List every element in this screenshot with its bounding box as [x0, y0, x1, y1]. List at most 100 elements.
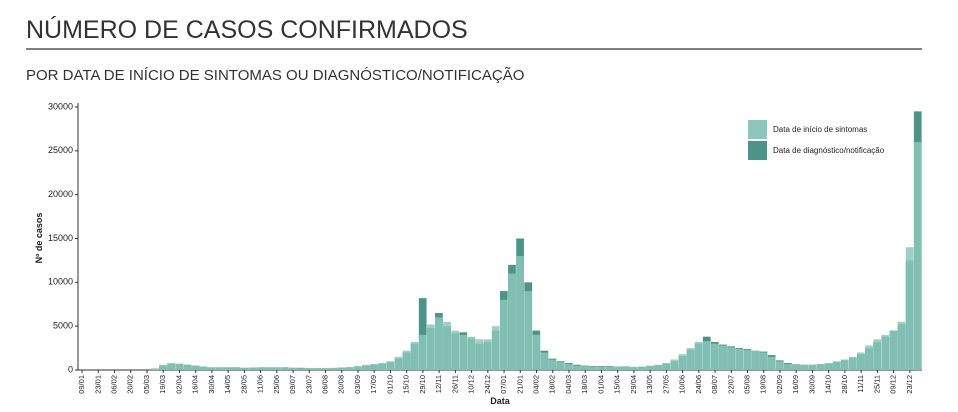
chart-title: NÚMERO DE CASOS CONFIRMADOS: [26, 15, 468, 44]
x-tick-label: 23/01: [93, 375, 102, 394]
bar: [459, 334, 468, 370]
bar: [167, 362, 175, 370]
bar: [443, 321, 451, 370]
bar: [905, 247, 914, 370]
x-tick-label: 16/04: [191, 375, 200, 394]
bar: [816, 363, 825, 370]
x-tick-label: 24/06: [694, 375, 703, 394]
x-tick-label: 22/07: [726, 375, 735, 394]
x-axis-title: Data: [490, 396, 511, 406]
x-tick-label: 04/02: [532, 375, 541, 394]
bar: [597, 366, 606, 370]
bar: [410, 341, 419, 370]
x-tick-label: 18/03: [580, 375, 589, 394]
bar: [735, 348, 744, 370]
bar: [646, 365, 654, 370]
bar: [564, 363, 573, 370]
bar: [548, 359, 557, 370]
bar: [183, 364, 192, 370]
x-tick-label: 01/10: [385, 375, 394, 394]
bar: [897, 321, 906, 370]
bar: [759, 352, 768, 370]
bar: [426, 324, 435, 370]
bar: [451, 330, 460, 370]
bar: [848, 356, 857, 370]
x-tick-label: 09/01: [77, 375, 86, 394]
bar: [280, 367, 289, 370]
bar: [224, 367, 232, 370]
y-tick-label: 30000: [48, 101, 73, 111]
bar: [824, 362, 833, 370]
bar: [881, 334, 890, 370]
x-tick-label: 17/09: [369, 375, 378, 394]
y-tick-label: 10000: [48, 277, 73, 287]
x-tick-label: 28/10: [840, 375, 849, 394]
x-tick-label: 20/02: [126, 375, 135, 394]
bar: [532, 334, 541, 370]
x-tick-label: 02/04: [174, 375, 183, 394]
x-tick-label: 18/02: [548, 375, 557, 394]
y-tick-label: 25000: [48, 145, 73, 155]
x-tick-label: 23/07: [304, 375, 313, 394]
legend-label: Data de início de sintomas: [773, 125, 867, 134]
bar: [151, 368, 159, 370]
x-tick-label: 15/04: [613, 375, 622, 394]
x-tick-label: 20/08: [337, 375, 346, 394]
bar: [775, 361, 784, 370]
bar: [654, 364, 662, 370]
x-tick-label: 10/12: [467, 375, 476, 394]
x-tick-label: 28/05: [239, 375, 248, 394]
bar: [629, 366, 638, 370]
x-tick-label: 29/10: [418, 375, 427, 394]
bar: [329, 367, 338, 370]
bar: [321, 368, 330, 370]
bar: [743, 349, 752, 370]
x-tick-label: 09/07: [288, 375, 297, 394]
x-tick-label: 15/10: [402, 375, 411, 394]
x-tick-label: 26/11: [450, 375, 459, 393]
bar: [435, 317, 443, 370]
x-tick-label: 30/04: [207, 375, 216, 394]
bar: [581, 366, 589, 370]
bar: [556, 362, 565, 370]
x-tick-label: 25/11: [872, 375, 881, 393]
x-tick-label: 02/09: [775, 375, 784, 394]
bar: [418, 298, 427, 370]
x-tick-label: 25/06: [272, 375, 281, 394]
bar: [394, 356, 403, 370]
y-tick-label: 0: [68, 364, 73, 374]
x-tick-label: 10/06: [678, 375, 687, 394]
bar: [386, 361, 395, 370]
bar: [694, 341, 703, 370]
x-tick-label: 09/12: [889, 375, 898, 394]
legend-label: Data de diagnóstico/notificação: [773, 146, 885, 155]
bar: [800, 364, 808, 370]
bar: [605, 366, 614, 370]
x-tick-label: 12/11: [434, 375, 443, 393]
bar: [467, 336, 476, 370]
bar: [264, 367, 273, 370]
bar: [353, 366, 362, 370]
x-tick-label: 21/01: [515, 375, 524, 394]
bar: [289, 367, 297, 370]
bar: [524, 291, 533, 370]
bar: [792, 364, 800, 370]
bar: [491, 326, 500, 370]
y-tick-label: 15000: [48, 233, 73, 243]
bar: [873, 339, 882, 370]
bar: [637, 366, 646, 370]
x-tick-label: 11/06: [256, 375, 265, 393]
x-tick-label: 11/11: [856, 375, 865, 393]
bar: [573, 365, 581, 370]
bar: [702, 341, 711, 370]
x-tick-label: 03/09: [353, 375, 362, 394]
x-tick-label: 07/01: [499, 375, 508, 394]
bar: [662, 362, 671, 370]
bar: [305, 368, 313, 370]
bar: [362, 364, 370, 370]
bar: [540, 352, 549, 370]
bar: [370, 363, 378, 370]
bar: [500, 299, 508, 370]
bar: [589, 366, 597, 370]
x-tick-label: 24/12: [483, 375, 492, 394]
